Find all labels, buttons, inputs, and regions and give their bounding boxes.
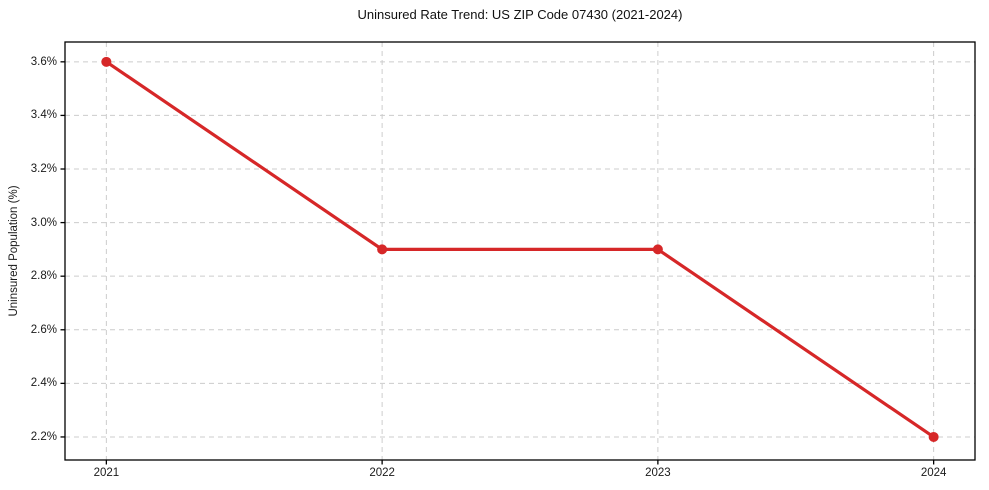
plot-border xyxy=(64,41,976,461)
x-tick-label: 2024 xyxy=(920,467,947,479)
data-point-marker xyxy=(377,244,388,255)
y-tick-label: 3.2% xyxy=(30,163,57,175)
y-tick-label: 3.0% xyxy=(30,216,57,229)
trend-line xyxy=(104,60,936,439)
data-point-marker xyxy=(928,431,939,442)
y-tick-label: 2.4% xyxy=(30,377,57,390)
data-point-marker xyxy=(652,244,663,255)
y-tick-label: 2.2% xyxy=(30,430,57,443)
y-axis-title: Uninsured Population (%) xyxy=(8,185,20,317)
y-tick-label: 3.6% xyxy=(30,55,57,68)
chart-title: Uninsured Rate Trend: US ZIP Code 07430 … xyxy=(357,7,683,22)
x-tick-label: 2021 xyxy=(93,467,120,479)
x-tick-label: 2022 xyxy=(369,467,395,479)
y-tick-label: 3.4% xyxy=(30,109,57,122)
y-tick-label: 2.8% xyxy=(30,270,57,283)
x-tick-label: 2023 xyxy=(645,467,671,479)
plot-area xyxy=(60,41,976,465)
line-chart-svg xyxy=(60,41,976,465)
y-tick-label: 2.6% xyxy=(30,323,57,336)
data-point-marker xyxy=(101,56,112,67)
